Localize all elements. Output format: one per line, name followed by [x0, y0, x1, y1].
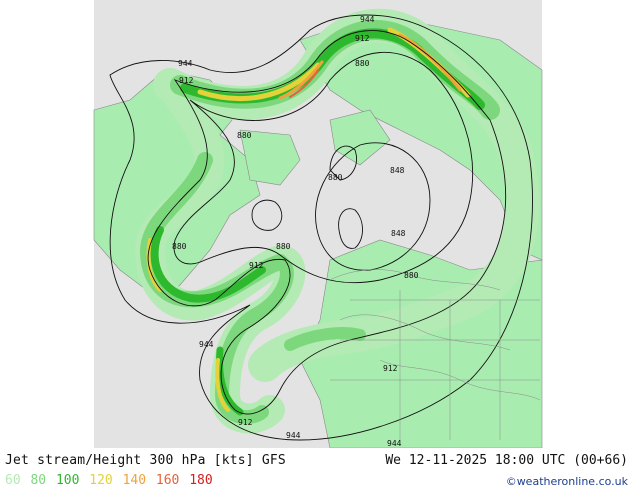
legend-100: 100	[55, 473, 80, 488]
legend-120: 120	[89, 473, 113, 488]
contour-label: 944	[360, 15, 375, 24]
contour-label: 912	[179, 76, 194, 85]
contour-label: 944	[286, 431, 301, 440]
contour-label: 944	[387, 439, 402, 448]
legend-180: 180	[189, 473, 213, 488]
contour-label: 880	[355, 59, 370, 68]
legend-140: 140	[122, 473, 147, 488]
contour-label: 880	[328, 173, 343, 182]
contour-label: 848	[391, 229, 406, 238]
contour-label: 912	[355, 34, 370, 43]
contour-label: 912	[238, 418, 253, 427]
coastlines	[329, 269, 541, 440]
contour-label: 880	[276, 242, 291, 251]
legend-160: 160	[155, 473, 180, 488]
contour-label: 880	[237, 131, 252, 140]
contour-labels: 944 912 880 848 880 912 944 880 880 880 …	[172, 15, 419, 448]
contour-label: 912	[249, 261, 264, 270]
footer: Jet stream/Height 300 hPa [kts] GFS We 1…	[0, 448, 634, 490]
contour-label: 944	[199, 340, 214, 349]
valid-datetime: We 12-11-2025 18:00 UTC (00+66)	[385, 453, 628, 468]
legend-60: 60	[5, 473, 21, 488]
speed-legend: 60 80 100 120 140 160 180	[5, 473, 215, 488]
jet-core-160	[289, 69, 319, 98]
contour-label: 912	[383, 364, 398, 373]
contour-label: 944	[178, 59, 193, 68]
contour-label: 880	[172, 242, 187, 251]
legend-80: 80	[30, 473, 47, 488]
contour-label: 848	[390, 166, 405, 175]
credit-link[interactable]: ©weatheronline.co.uk	[505, 475, 628, 488]
height-contours	[109, 14, 533, 441]
jet-stream-map: 944 912 880 848 880 912 944 880 880 880 …	[93, 0, 543, 448]
contour-label: 880	[404, 271, 419, 280]
map-title: Jet stream/Height 300 hPa [kts] GFS	[5, 453, 286, 468]
